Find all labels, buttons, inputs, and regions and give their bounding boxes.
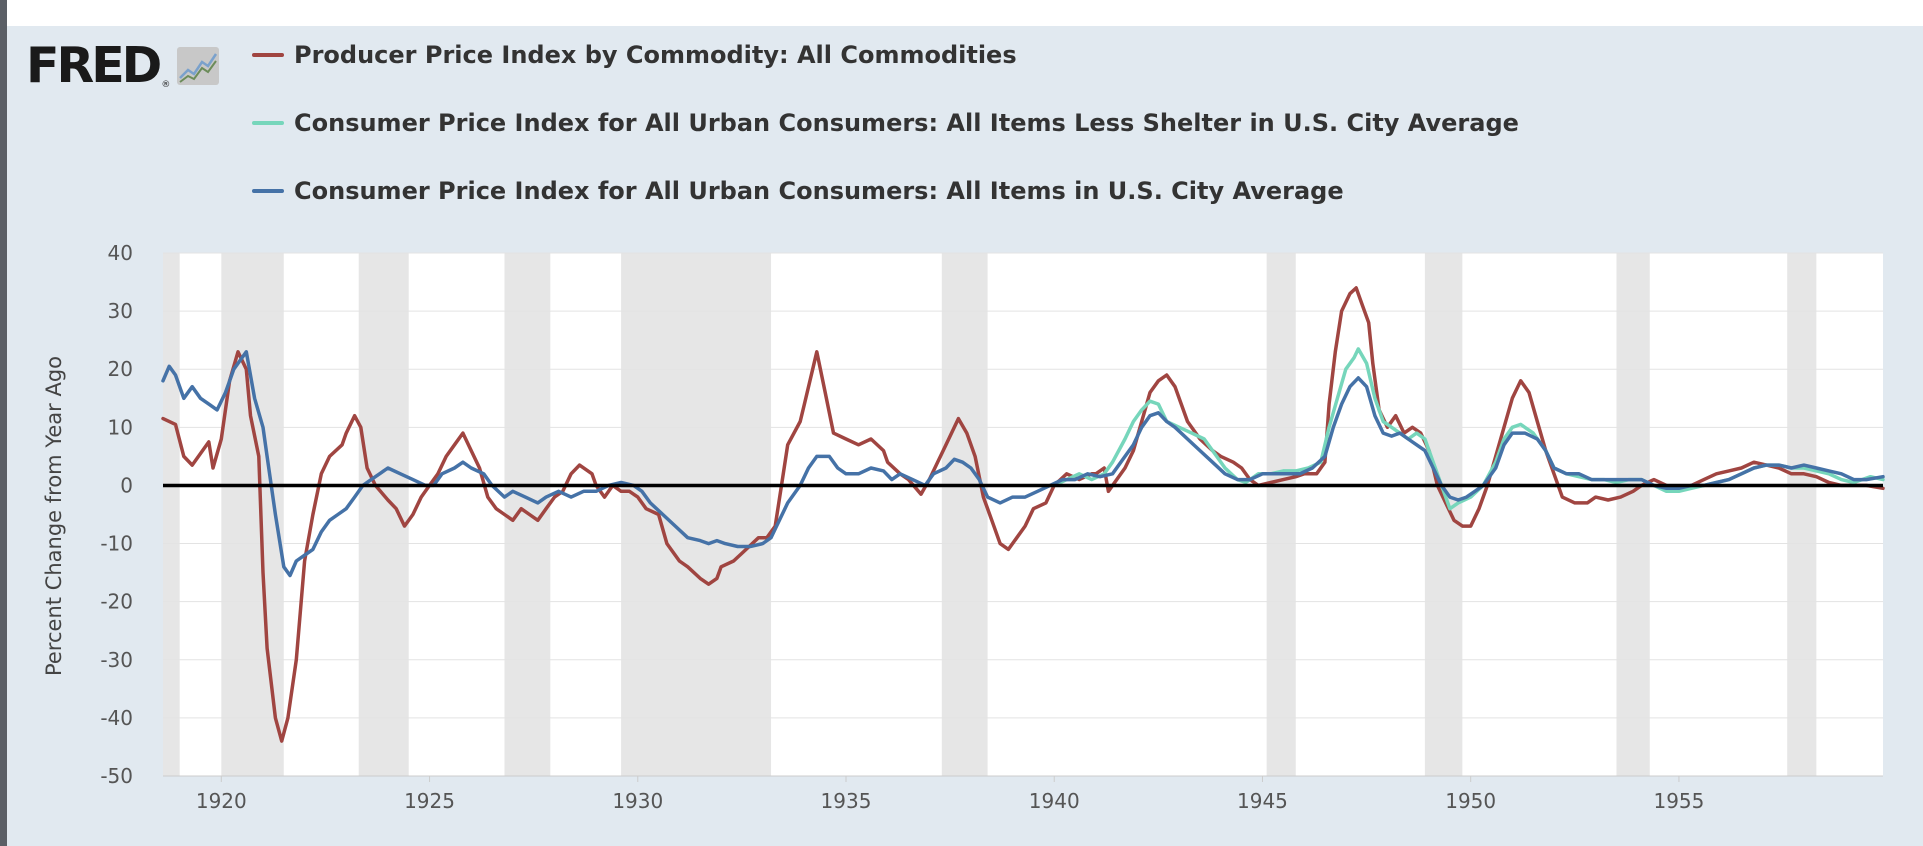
recession-band — [1616, 253, 1650, 776]
y-tick-label: 20 — [108, 357, 133, 381]
window-edge — [0, 0, 7, 846]
legend-label: Consumer Price Index for All Urban Consu… — [294, 177, 1344, 205]
registered-mark: ® — [161, 80, 171, 90]
x-tick-label: 1950 — [1445, 789, 1496, 813]
x-tick-label: 1930 — [612, 789, 663, 813]
legend-label: Producer Price Index by Commodity: All C… — [294, 41, 1017, 69]
legend-item-ppi[interactable]: Producer Price Index by Commodity: All C… — [252, 35, 1017, 75]
recession-band — [1787, 253, 1817, 776]
y-tick-label: 0 — [120, 473, 133, 497]
x-tick-label: 1935 — [821, 789, 872, 813]
y-tick-label: -20 — [100, 590, 133, 614]
y-tick-label: -40 — [100, 706, 133, 730]
x-tick-label: 1925 — [404, 789, 455, 813]
plot-area — [163, 253, 1883, 776]
fred-logo[interactable]: FRED ® — [26, 37, 220, 94]
y-tick-label: -30 — [100, 648, 133, 672]
recession-band — [621, 253, 772, 776]
fred-graph-icon — [177, 47, 220, 85]
legend-label: Consumer Price Index for All Urban Consu… — [294, 109, 1519, 137]
x-tick-label: 1955 — [1653, 789, 1704, 813]
legend-item-cpi-less-shelter[interactable]: Consumer Price Index for All Urban Consu… — [252, 103, 1519, 143]
legend-item-cpi-all-items[interactable]: Consumer Price Index for All Urban Consu… — [252, 171, 1344, 211]
y-tick-label: -50 — [100, 764, 133, 788]
x-tick-label: 1920 — [196, 789, 247, 813]
cpi-all-items-series-line — [161, 350, 1885, 578]
legend-swatch — [252, 189, 284, 193]
recession-band — [358, 253, 409, 776]
x-tick-label: 1945 — [1237, 789, 1288, 813]
y-tick-label: -10 — [100, 532, 133, 556]
fred-logo-text: FRED — [26, 37, 162, 94]
legend-swatch — [252, 53, 284, 57]
y-tick-label: 40 — [108, 241, 133, 265]
ppi-series-line — [161, 286, 1885, 743]
recession-band — [941, 253, 988, 776]
recession-band — [1424, 253, 1463, 776]
y-axis-title: Percent Change from Year Ago — [42, 356, 66, 676]
y-tick-label: 30 — [108, 299, 133, 323]
legend-swatch — [252, 121, 284, 125]
recession-band — [1266, 253, 1296, 776]
recession-band — [163, 253, 180, 776]
x-tick-label: 1940 — [1029, 789, 1080, 813]
y-tick-label: 10 — [108, 415, 133, 439]
